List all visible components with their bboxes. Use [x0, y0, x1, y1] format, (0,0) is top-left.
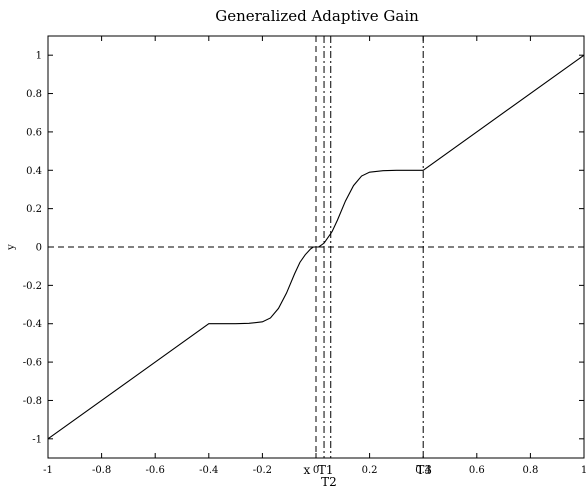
x-tick-label: 0.8 — [522, 465, 538, 476]
y-tick-label: 1 — [36, 51, 42, 62]
x-tick-label: -0.6 — [146, 465, 165, 476]
y-tick-label: -0.8 — [23, 396, 42, 407]
y-tick-label: -0.4 — [23, 319, 42, 330]
y-tick-label: -1 — [32, 434, 42, 445]
x-tick-label: 0.4 — [415, 465, 431, 476]
y-tick-label: 0.4 — [26, 166, 42, 177]
y-axis-label: y — [6, 244, 17, 251]
x-tick-label: 1 — [581, 465, 586, 476]
annotation-t3: T3 — [416, 463, 432, 477]
x-tick-label: -1 — [43, 465, 53, 476]
y-tick-label: -0.6 — [23, 358, 42, 369]
y-axis-ticks: -1 -0.8 -0.6 -0.4 -0.2 0 0.2 0.4 0.6 0.8 1 — [23, 51, 584, 445]
series-layer — [47, 54, 585, 440]
x-tick-label: 0.6 — [469, 465, 485, 476]
x-tick-label: 0.2 — [362, 465, 378, 476]
y-tick-label: 0 — [36, 243, 42, 254]
chart-title: Generalized Adaptive Gain — [215, 7, 419, 25]
y-tick-label: -0.2 — [23, 281, 42, 292]
y-tick-label: 0.2 — [26, 204, 42, 215]
x-axis-ticks: -1 -0.8 -0.6 -0.4 -0.2 0 0.2 0.4 0.6 0.8 1 — [43, 36, 586, 476]
y-tick-label: 0.8 — [26, 89, 42, 100]
annotation-t2: T2 — [321, 475, 337, 489]
annotation-t1: T1 — [318, 463, 334, 477]
x-tick-label: -0.2 — [253, 465, 272, 476]
x-tick-label: -0.8 — [92, 465, 111, 476]
series-line-0 — [47, 54, 585, 440]
annotation-x: x — [304, 463, 311, 477]
y-tick-label: 0.6 — [26, 127, 42, 138]
x-tick-label: -0.4 — [199, 465, 218, 476]
x-tick-label: 0 — [313, 465, 319, 476]
